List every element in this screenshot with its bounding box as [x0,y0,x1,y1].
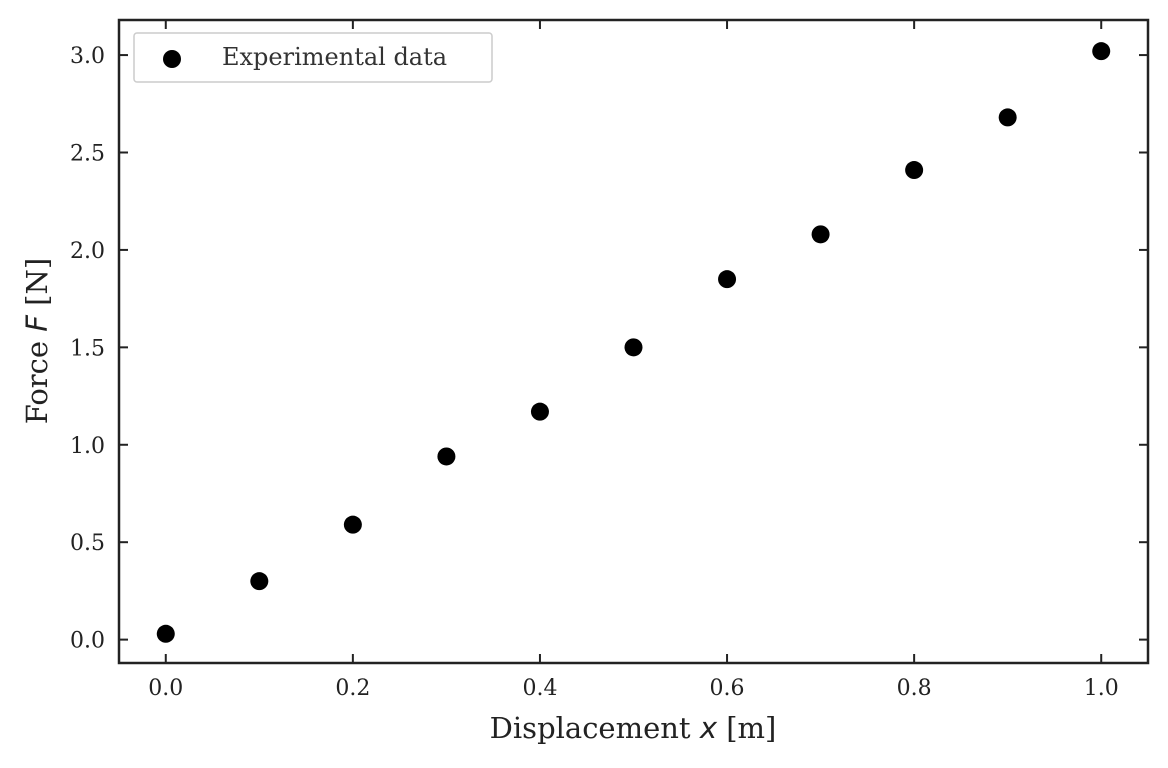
legend-marker [163,50,181,68]
x-tick-label: 0.2 [335,676,370,701]
data-point [343,515,362,534]
x-tick-label: 0.8 [897,676,932,701]
x-tick-label: 1.0 [1084,676,1119,701]
y-axis-ticks: 0.0 0.5 1.0 1.5 2.0 2.5 3.0 [70,44,1148,654]
legend-label: Experimental data [222,43,447,71]
x-axis-title: Displacement x [m] [490,711,777,745]
x-tick-label: 0.4 [522,676,557,701]
data-point [998,108,1017,127]
y-axis-title-prefix: Force [20,332,54,424]
y-tick-label: 3.0 [70,44,105,69]
y-tick-label: 0.5 [70,531,105,556]
y-tick-label: 1.0 [70,434,105,459]
data-point [437,447,456,466]
data-point [156,624,175,643]
y-axis-title: Force F [N] [20,258,54,424]
x-tick-label: 0.6 [710,676,745,701]
legend-box [133,32,493,83]
y-tick-label: 2.5 [70,141,105,166]
data-point [718,270,737,289]
plot-frame [117,18,1150,665]
x-axis-ticks: 0.0 0.2 0.4 0.6 0.8 1.0 [148,20,1119,701]
x-tick-label: 0.0 [148,676,183,701]
y-axis-title-suffix: [N] [20,258,54,315]
data-point [530,402,549,421]
data-point [1092,42,1111,61]
y-tick-label: 0.0 [70,629,105,654]
x-axis-title-suffix: [m] [717,711,776,745]
data-points [156,42,1111,643]
data-point [811,225,830,244]
data-point [624,338,643,357]
legend: Experimental data [133,32,493,83]
y-axis-title-var: F [20,314,54,332]
x-axis-title-prefix: Displacement [490,711,700,745]
y-tick-label: 2.0 [70,239,105,264]
data-point [905,161,924,180]
data-point [250,572,269,591]
x-axis-title-var: x [699,711,718,745]
y-tick-label: 1.5 [70,336,105,361]
